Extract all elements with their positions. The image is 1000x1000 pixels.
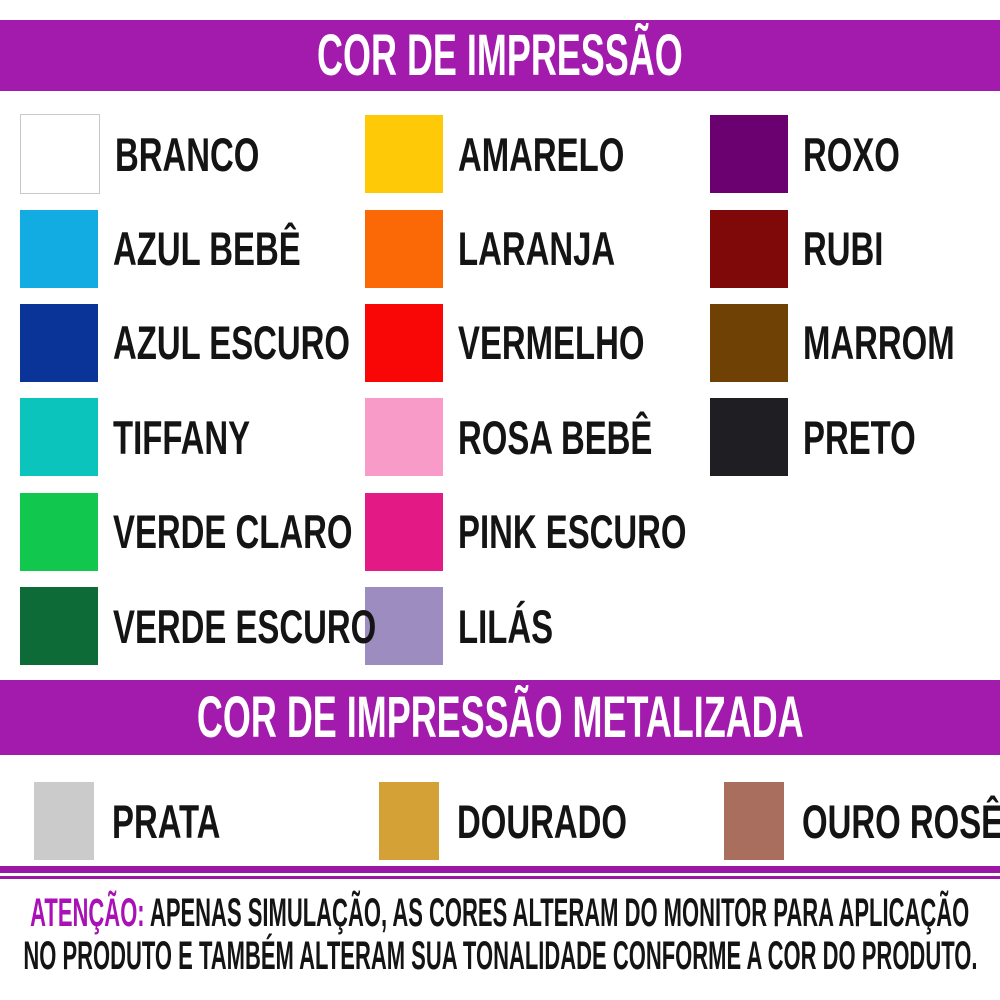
color-label: PINK ESCURO — [458, 505, 687, 559]
color-label: BRANCO — [115, 127, 260, 181]
color-label: AZUL ESCURO — [113, 316, 351, 370]
attention-note: ATENÇÃO: APENAS SIMULAÇÃO, AS CORES ALTE… — [0, 891, 1000, 978]
color-label: MARROM — [803, 316, 955, 370]
print-colors-grid: BRANCO AZUL BEBÊ AZUL ESCURO TIFFANY VER… — [20, 107, 1000, 673]
color-item: RUBI — [710, 201, 1000, 295]
color-swatch — [20, 303, 98, 382]
color-item: ROSA BEBÊ — [365, 390, 710, 484]
color-item: AZUL ESCURO — [20, 296, 365, 390]
color-label: VERDE CLARO — [113, 505, 353, 559]
metallic-color-item: OURO ROSÊ — [710, 782, 1000, 860]
divider-thick — [0, 866, 1000, 873]
color-swatch — [710, 209, 788, 288]
color-label: LARANJA — [458, 222, 616, 276]
color-swatch — [20, 492, 98, 571]
print-colors-banner: COR DE IMPRESSÃO — [0, 20, 1000, 91]
attention-line2-text: NO PRODUTO E TAMBÉM ALTERAM SUA TONALIDA… — [22, 934, 978, 978]
color-swatch — [710, 303, 788, 382]
color-item: MARROM — [710, 296, 1000, 390]
color-item: VERDE ESCURO — [20, 579, 376, 673]
color-swatch — [20, 209, 98, 288]
color-label: ROXO — [803, 127, 900, 181]
color-swatch — [365, 303, 443, 382]
metallic-colors-banner: COR DE IMPRESSÃO METALIZADA — [0, 680, 1000, 755]
color-swatch — [20, 114, 100, 195]
metallic-color-label: DOURADO — [457, 794, 627, 848]
color-label: TIFFANY — [113, 410, 251, 464]
color-label: AMARELO — [458, 127, 625, 181]
color-swatch — [365, 398, 443, 477]
color-label: PRETO — [803, 410, 916, 464]
color-item: PRETO — [710, 390, 1000, 484]
color-item: LILÁS — [365, 579, 710, 673]
color-label: VERMELHO — [458, 316, 645, 370]
metallic-color-item: PRATA — [20, 782, 365, 860]
color-swatch — [365, 587, 443, 666]
metallic-color-label: PRATA — [112, 794, 221, 848]
color-item: AMARELO — [365, 107, 710, 201]
metallic-colors-title: COR DE IMPRESSÃO METALIZADA — [196, 685, 804, 750]
attention-line-1: ATENÇÃO: APENAS SIMULAÇÃO, AS CORES ALTE… — [0, 891, 1000, 935]
color-label: LILÁS — [458, 599, 554, 653]
color-item: LARANJA — [365, 201, 710, 295]
attention-line1-text: APENAS SIMULAÇÃO, AS CORES ALTERAM DO MO… — [144, 891, 970, 935]
metallic-color-swatch — [724, 782, 784, 860]
color-item: VERMELHO — [365, 296, 710, 390]
color-swatch — [20, 398, 98, 477]
color-label: ROSA BEBÊ — [458, 410, 653, 464]
color-item: ROXO — [710, 107, 1000, 201]
color-item: VERDE CLARO — [20, 485, 365, 579]
color-item: BRANCO — [20, 107, 365, 201]
color-item: TIFFANY — [20, 390, 365, 484]
metallic-colors-grid: PRATA DOURADO OURO ROSÊ — [20, 782, 1000, 860]
color-swatch — [365, 492, 443, 571]
color-label: VERDE ESCURO — [113, 599, 377, 653]
color-swatch — [365, 115, 443, 194]
divider-thin — [0, 876, 1000, 879]
metallic-color-swatch — [34, 782, 94, 860]
color-item: PINK ESCURO — [365, 485, 710, 579]
print-colors-title: COR DE IMPRESSÃO — [317, 23, 683, 88]
attention-line-2: NO PRODUTO E TAMBÉM ALTERAM SUA TONALIDA… — [0, 934, 1000, 978]
metallic-color-item: DOURADO — [365, 782, 710, 860]
metallic-color-label: OURO ROSÊ — [802, 794, 1000, 848]
color-swatch — [365, 209, 443, 288]
color-swatch — [710, 398, 788, 477]
color-swatch — [20, 587, 98, 666]
color-swatch — [710, 115, 788, 194]
metallic-color-swatch — [379, 782, 439, 860]
color-label: RUBI — [803, 222, 884, 276]
attention-prefix: ATENÇÃO: — [30, 891, 145, 935]
color-item: AZUL BEBÊ — [20, 201, 365, 295]
color-label: AZUL BEBÊ — [113, 222, 301, 276]
